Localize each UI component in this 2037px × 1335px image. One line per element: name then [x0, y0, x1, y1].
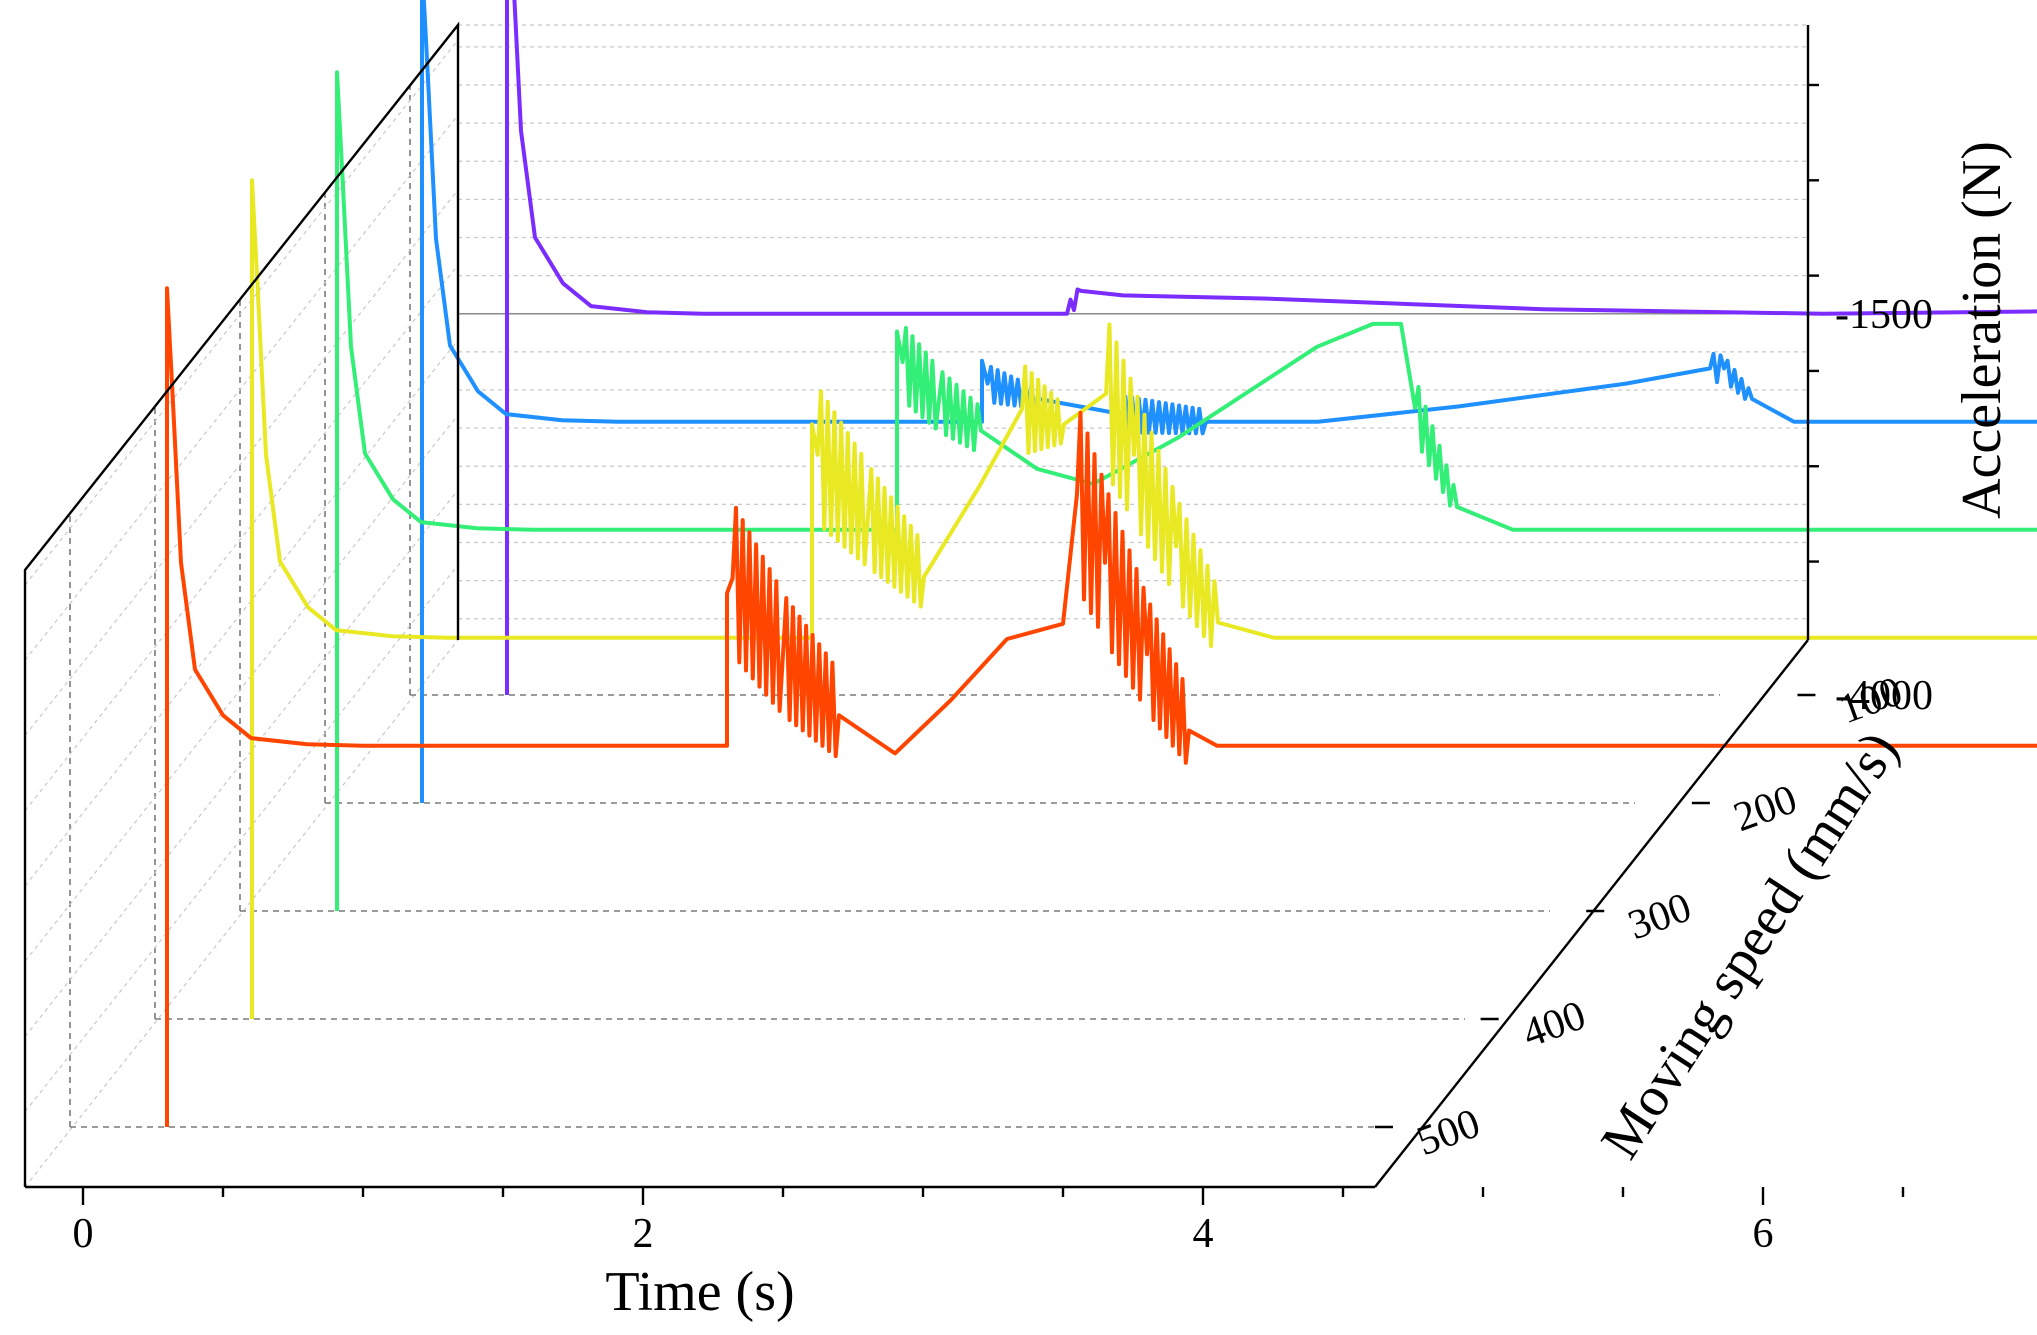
grid-layer: [24, 24, 1808, 1188]
y-tick-label: 300: [1622, 884, 1697, 949]
x-axis-title: Time (s): [605, 1261, 794, 1323]
x-tick-label: 0: [73, 1211, 94, 1257]
y-tick-label: 500: [1411, 1100, 1486, 1165]
x-tick-label: 2: [633, 1211, 654, 1257]
axes-frame: [23, 21, 1810, 1189]
y-tick-label: 400: [1517, 992, 1592, 1057]
z-axis-title: Acceleration (N): [1951, 141, 2013, 519]
x-tick-label: 4: [1193, 1211, 1214, 1257]
series-line-500: [165, 286, 2037, 1127]
series-line-200: [420, 0, 2037, 803]
series-layer: [165, 0, 2037, 1127]
series-line-100: [505, 0, 2037, 695]
z-tick-label: -4000: [1835, 673, 1933, 719]
z-tick-label: -1500: [1835, 292, 1933, 338]
x-tick-label: 6: [1753, 1211, 1774, 1257]
series-line-400: [250, 178, 2037, 1019]
